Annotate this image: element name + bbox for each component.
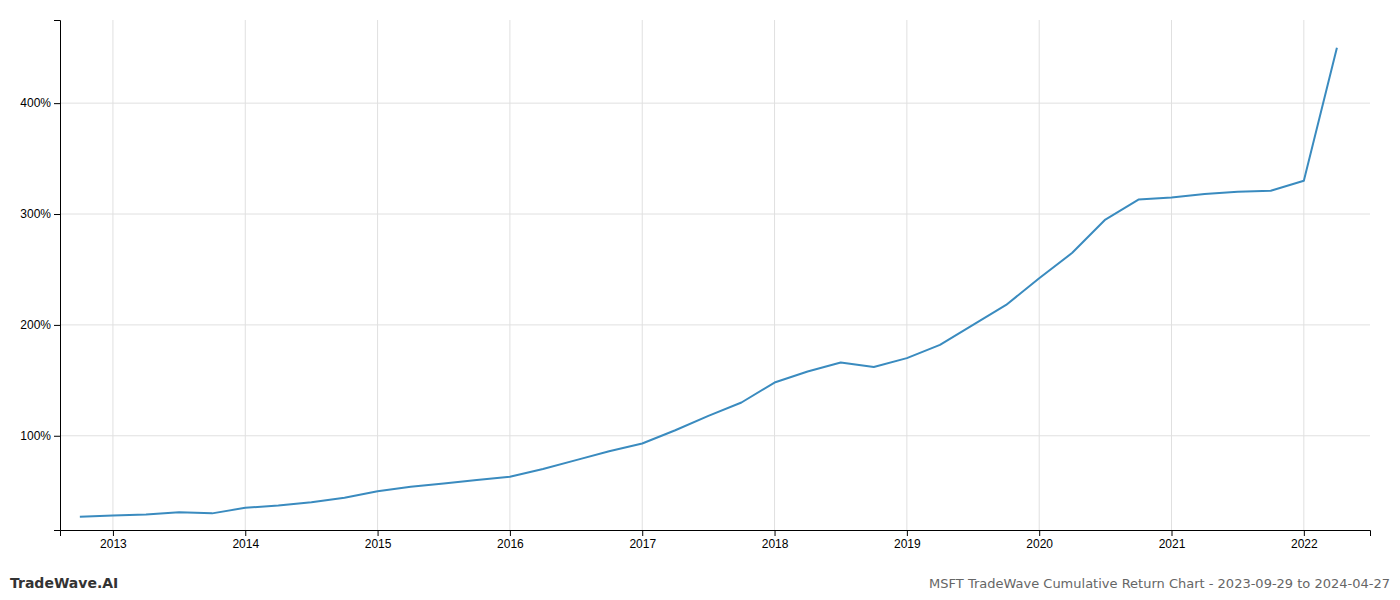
tick-mark bbox=[54, 436, 60, 437]
tick-mark bbox=[642, 530, 643, 536]
tick-mark bbox=[113, 530, 114, 536]
watermark: TradeWave.AI bbox=[10, 575, 118, 591]
tick-label: 2016 bbox=[497, 537, 524, 551]
grid-line bbox=[906, 20, 907, 530]
tick-label: 2015 bbox=[365, 537, 392, 551]
tick-mark bbox=[775, 530, 776, 536]
tick-label: 2018 bbox=[762, 537, 789, 551]
tick: 2021 bbox=[1159, 530, 1186, 551]
grid-line bbox=[245, 20, 246, 530]
x-axis-line bbox=[61, 531, 1371, 537]
tick-label: 100% bbox=[20, 429, 51, 443]
tick-label: 2013 bbox=[100, 537, 127, 551]
tick: 2017 bbox=[629, 530, 656, 551]
grid-line bbox=[60, 214, 1370, 215]
tick-label: 2014 bbox=[232, 537, 259, 551]
tick-mark bbox=[54, 214, 60, 215]
tick: 2014 bbox=[232, 530, 259, 551]
y-axis: 100% 200% 300% 400% bbox=[20, 21, 60, 531]
tick-label: 2017 bbox=[629, 537, 656, 551]
line bbox=[80, 48, 1337, 517]
tick: 2020 bbox=[1026, 530, 1053, 551]
grid-line bbox=[1171, 20, 1172, 530]
tick-mark bbox=[510, 530, 511, 536]
grid bbox=[60, 20, 1370, 530]
title: MSFT TradeWave Cumulative Return Chart -… bbox=[929, 576, 1390, 591]
tick: 100% bbox=[20, 429, 60, 443]
grid-line bbox=[509, 20, 510, 530]
tick-mark bbox=[54, 325, 60, 326]
tick-label: 300% bbox=[20, 207, 51, 221]
tick: 2019 bbox=[894, 530, 921, 551]
tick-mark bbox=[1304, 530, 1305, 536]
tick-label: 2019 bbox=[894, 537, 921, 551]
plot-area bbox=[80, 48, 1337, 517]
tick-label: 400% bbox=[20, 96, 51, 110]
tick: 2022 bbox=[1291, 530, 1318, 551]
tick-label: 2022 bbox=[1291, 537, 1318, 551]
tick-mark bbox=[1172, 530, 1173, 536]
tick: 2013 bbox=[100, 530, 127, 551]
grid-line bbox=[1039, 20, 1040, 530]
grid-line bbox=[1303, 20, 1304, 530]
tick-label: 2021 bbox=[1159, 537, 1186, 551]
tick: 200% bbox=[20, 318, 60, 332]
tick: 2018 bbox=[762, 530, 789, 551]
tick: 2015 bbox=[365, 530, 392, 551]
chart: 2013 2014 2015 2016 2017 2018 2019 2020 2021 2022… bbox=[0, 0, 1400, 600]
x-axis: 2013 2014 2015 2016 2017 2018 2019 2020 2021 2022 bbox=[61, 530, 1371, 551]
tick-mark bbox=[378, 530, 379, 536]
tick-mark bbox=[1039, 530, 1040, 536]
tick-label: 200% bbox=[20, 318, 51, 332]
grid-line bbox=[60, 435, 1370, 436]
grid-line bbox=[642, 20, 643, 530]
tick-label: 2020 bbox=[1026, 537, 1053, 551]
tick-mark bbox=[907, 530, 908, 536]
grid-line bbox=[60, 324, 1370, 325]
tick-mark bbox=[54, 103, 60, 104]
grid-line bbox=[112, 20, 113, 530]
grid-line bbox=[377, 20, 378, 530]
tick-mark bbox=[245, 530, 246, 536]
tick: 400% bbox=[20, 96, 60, 110]
tick: 300% bbox=[20, 207, 60, 221]
grid-line bbox=[60, 103, 1370, 104]
y-axis-line bbox=[54, 21, 61, 531]
grid-line bbox=[774, 20, 775, 530]
tick: 2016 bbox=[497, 530, 524, 551]
